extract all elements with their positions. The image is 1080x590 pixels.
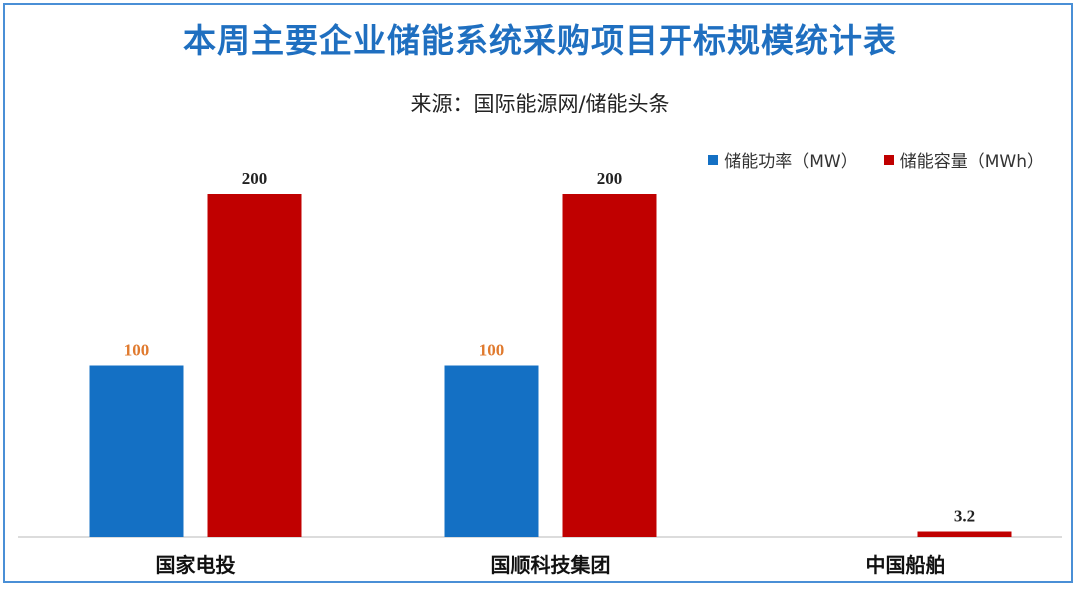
bar-capacity-2: [917, 531, 1012, 537]
data-label-power-1: 100: [479, 341, 505, 360]
legend-item-power: 储能功率（MW）: [708, 147, 858, 172]
legend-label-power: 储能功率（MW）: [724, 152, 858, 172]
bar-capacity-0: [207, 194, 302, 537]
legend-label-capacity: 储能容量（MWh）: [899, 152, 1044, 172]
data-label-capacity-2: 3.2: [954, 507, 975, 526]
legend-item-capacity: 储能容量（MWh）: [883, 147, 1044, 172]
legend-swatch-capacity: [883, 154, 894, 165]
x-tick-label-0: 国家电投: [156, 553, 236, 577]
data-label-capacity-1: 200: [597, 169, 623, 188]
bar-capacity-1: [562, 194, 657, 537]
legend: 储能功率（MW） 储能容量（MWh）: [708, 147, 1044, 172]
data-label-capacity-0: 200: [242, 169, 268, 188]
chart-subtitle: 来源：国际能源网/储能头条: [410, 92, 670, 116]
bar-power-1: [444, 365, 539, 537]
legend-swatch-power: [708, 154, 719, 165]
chart-title: 本周主要企业储能系统采购项目开标规模统计表: [183, 21, 897, 60]
data-label-power-0: 100: [124, 341, 150, 360]
x-tick-label-1: 国顺科技集团: [491, 553, 611, 577]
bar-power-0: [89, 365, 184, 537]
x-tick-label-2: 中国船舶: [866, 553, 946, 577]
